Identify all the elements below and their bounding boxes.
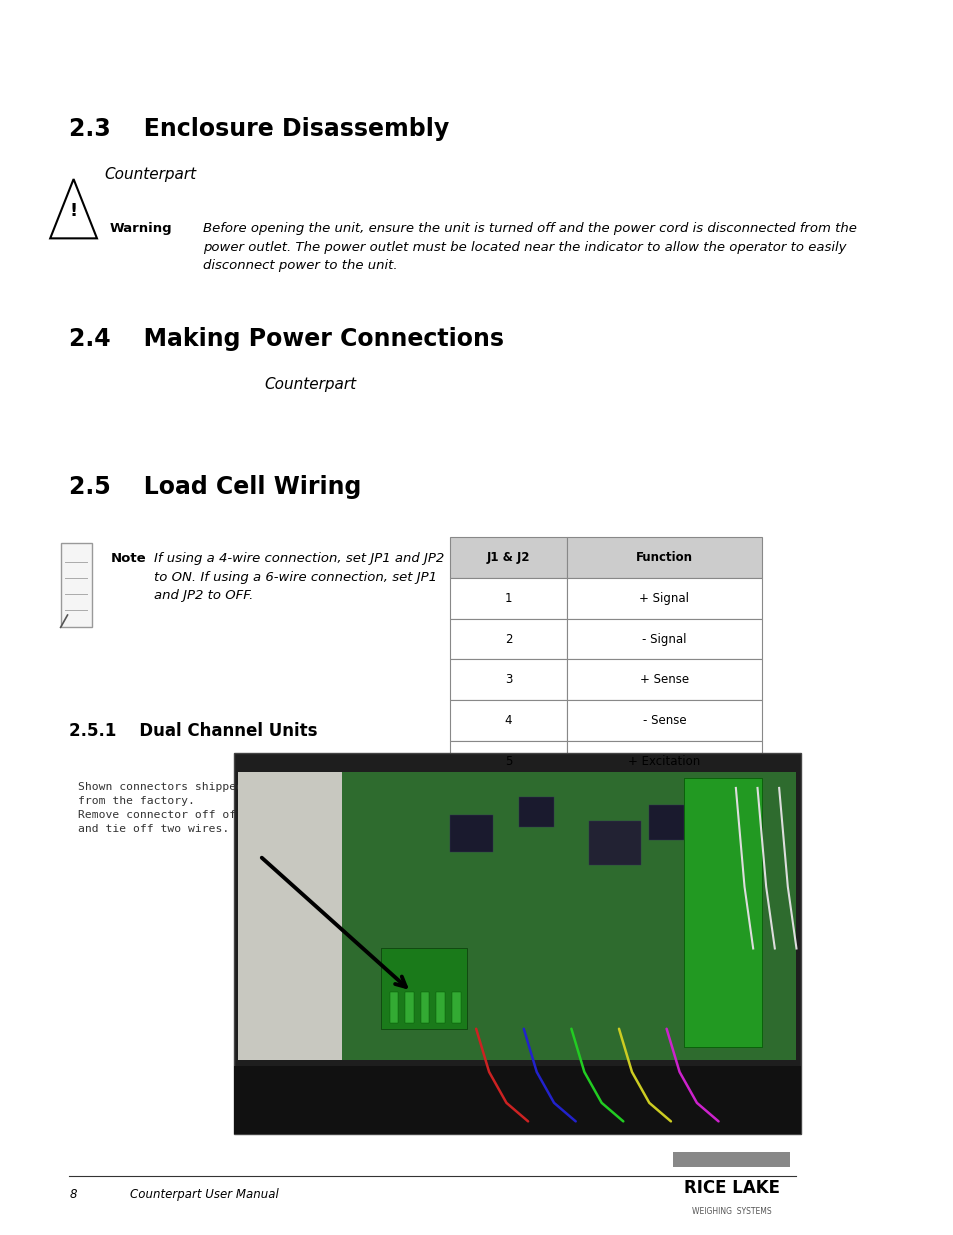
FancyBboxPatch shape	[450, 815, 493, 852]
Text: Shown connectors shipped
from the factory.
Remove connector off of J2
and tie of: Shown connectors shipped from the factor…	[78, 782, 256, 834]
FancyBboxPatch shape	[672, 1152, 790, 1167]
Text: J1 & J2: J1 & J2	[486, 551, 530, 564]
Text: Warning: Warning	[110, 222, 172, 236]
FancyBboxPatch shape	[238, 772, 796, 1060]
Text: 2.5    Load Cell Wiring: 2.5 Load Cell Wiring	[70, 475, 361, 499]
Text: Counterpart User Manual: Counterpart User Manual	[130, 1188, 278, 1202]
FancyBboxPatch shape	[566, 700, 761, 741]
FancyBboxPatch shape	[450, 782, 566, 823]
FancyBboxPatch shape	[450, 700, 566, 741]
FancyBboxPatch shape	[380, 948, 467, 1029]
FancyBboxPatch shape	[566, 782, 761, 823]
FancyBboxPatch shape	[405, 992, 414, 1023]
Text: + Sense: + Sense	[639, 673, 688, 687]
FancyBboxPatch shape	[588, 821, 640, 864]
FancyBboxPatch shape	[389, 992, 397, 1023]
FancyBboxPatch shape	[518, 797, 554, 827]
FancyBboxPatch shape	[238, 772, 341, 1060]
Text: 2.3    Enclosure Disassembly: 2.3 Enclosure Disassembly	[70, 117, 449, 141]
FancyBboxPatch shape	[61, 543, 91, 627]
Text: If using a 4-wire connection, set JP1 and JP2
to ON. If using a 6-wire connectio: If using a 4-wire connection, set JP1 an…	[154, 552, 444, 601]
Text: 5: 5	[504, 755, 512, 768]
FancyBboxPatch shape	[450, 659, 566, 700]
FancyBboxPatch shape	[450, 741, 566, 782]
FancyBboxPatch shape	[683, 778, 761, 1047]
Text: - Excitation: - Excitation	[631, 795, 697, 809]
Text: Function: Function	[636, 551, 692, 564]
FancyBboxPatch shape	[420, 992, 429, 1023]
FancyBboxPatch shape	[450, 619, 566, 659]
Text: + Excitation: + Excitation	[628, 755, 700, 768]
FancyBboxPatch shape	[233, 753, 800, 1134]
Text: Note: Note	[111, 552, 146, 566]
FancyBboxPatch shape	[450, 537, 566, 578]
Text: 3: 3	[504, 673, 512, 687]
FancyBboxPatch shape	[566, 619, 761, 659]
Text: 4: 4	[504, 714, 512, 727]
Text: + Signal: + Signal	[639, 592, 689, 605]
FancyBboxPatch shape	[450, 578, 566, 619]
Text: 1: 1	[504, 592, 512, 605]
Text: Before opening the unit, ensure the unit is turned off and the power cord is dis: Before opening the unit, ensure the unit…	[203, 222, 857, 272]
Text: !: !	[70, 203, 77, 220]
Text: 2.4    Making Power Connections: 2.4 Making Power Connections	[70, 327, 504, 351]
FancyBboxPatch shape	[566, 537, 761, 578]
Text: 8: 8	[70, 1188, 76, 1202]
FancyBboxPatch shape	[566, 741, 761, 782]
Text: 2.5.1    Dual Channel Units: 2.5.1 Dual Channel Units	[70, 722, 317, 741]
FancyBboxPatch shape	[233, 1066, 800, 1134]
FancyBboxPatch shape	[566, 578, 761, 619]
FancyBboxPatch shape	[436, 992, 444, 1023]
FancyBboxPatch shape	[566, 659, 761, 700]
FancyBboxPatch shape	[452, 992, 460, 1023]
FancyBboxPatch shape	[649, 805, 683, 840]
Text: Counterpart: Counterpart	[264, 377, 355, 391]
Text: 6: 6	[504, 795, 512, 809]
Text: WEIGHING  SYSTEMS: WEIGHING SYSTEMS	[691, 1207, 771, 1215]
Text: - Sense: - Sense	[642, 714, 685, 727]
Text: RICE LAKE: RICE LAKE	[682, 1179, 779, 1198]
Text: 2: 2	[504, 632, 512, 646]
Text: - Signal: - Signal	[641, 632, 686, 646]
Text: Counterpart: Counterpart	[104, 167, 195, 182]
